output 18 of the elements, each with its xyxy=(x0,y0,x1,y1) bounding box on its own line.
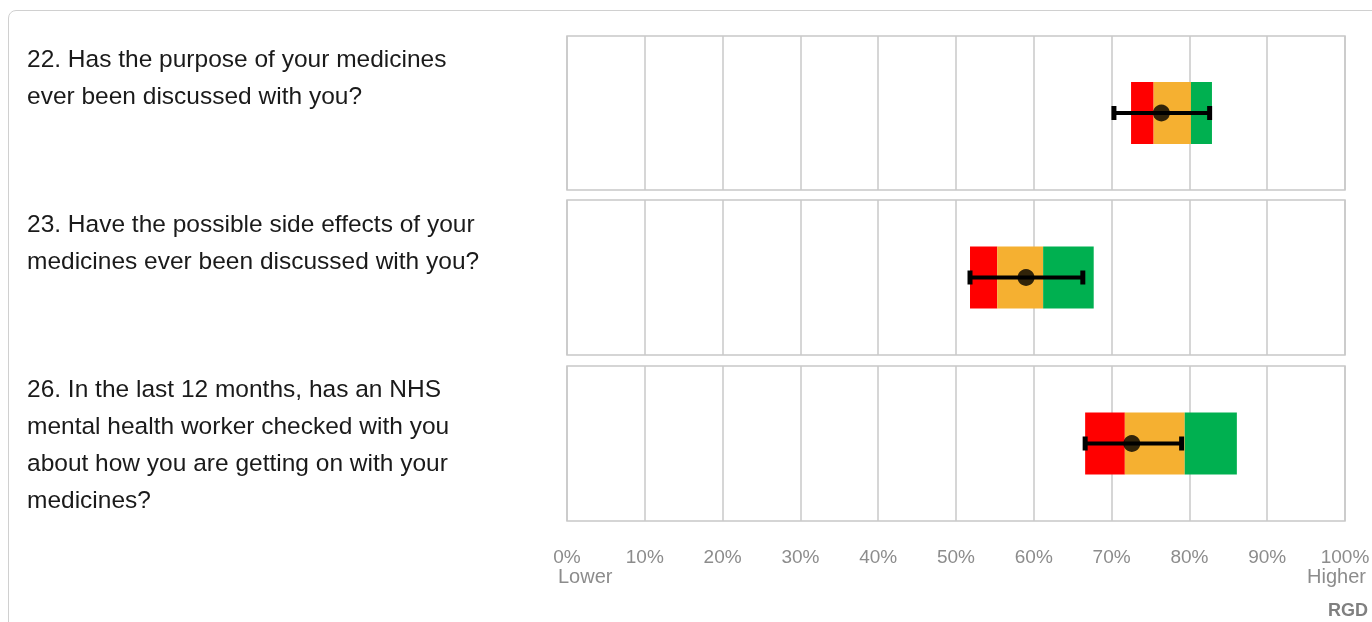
x-tick-label: 80% xyxy=(1170,546,1209,567)
y-tick-label: 22. Has the purpose of your medicines ever been discussed with you? xyxy=(27,45,454,109)
y-tick-label: 26. In the last 12 months, has an NHS mental health worker checked with you about how you are getting on with your medicines? xyxy=(27,375,456,513)
x-tick-label: 40% xyxy=(859,546,898,567)
x-tick-label: 30% xyxy=(781,546,820,567)
x-tick-label: 10% xyxy=(625,546,664,567)
x-tick-label: 70% xyxy=(1092,546,1131,567)
x-tick-label: 100% xyxy=(1320,546,1370,567)
bar xyxy=(1184,412,1237,475)
x-tick-label: 90% xyxy=(1248,546,1287,567)
text: RGD xyxy=(1328,600,1368,620)
text: Higher xyxy=(1307,565,1367,587)
text: Lower xyxy=(558,565,613,587)
x-tick-label: 50% xyxy=(936,546,976,567)
x-tick-label: 20% xyxy=(703,546,742,567)
x-tick-label: 0% xyxy=(553,546,581,567)
x-tick-label: 60% xyxy=(1014,546,1053,567)
y-tick-label: 23. Have the possible side effects of your medicines ever been discussed with you? xyxy=(27,210,482,274)
